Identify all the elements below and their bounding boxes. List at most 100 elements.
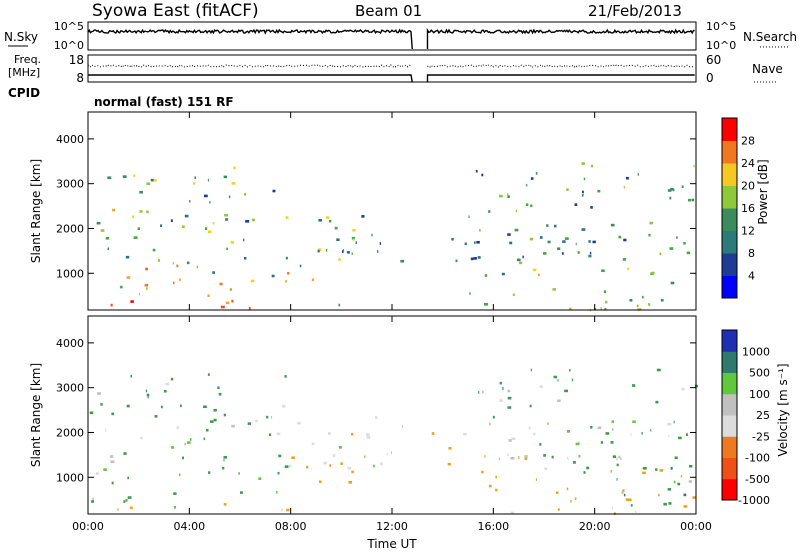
range-cell [133,174,136,177]
range-cell [610,470,613,473]
beam-title: Beam 01 [355,2,422,20]
range-cell [320,480,322,484]
range-cell [110,303,113,307]
range-cell [150,178,155,182]
range-cell [361,215,365,218]
range-cell [601,269,605,273]
range-cell [535,478,537,481]
range-cell [547,422,549,425]
range-cell [686,251,691,255]
cpid-label: CPID [8,86,40,100]
nave-label: Nave [752,62,783,76]
range-cell [650,428,652,432]
range-cell [217,386,220,390]
range-cell [146,287,148,290]
range-cell [325,216,330,219]
range-cell [562,252,564,255]
range-cell [451,237,454,241]
range-cell [667,422,672,426]
range-cell [323,461,327,465]
range-cell [621,491,624,495]
y-tick-label: 2000 [56,222,84,235]
range-cell [669,247,674,250]
range-cell [120,285,123,289]
range-cell [557,399,561,403]
range-cell [100,229,105,232]
x-tick-label: 00:00 [680,520,712,533]
range-cell [184,442,187,446]
range-cell [231,182,236,185]
range-cell [623,185,625,189]
range-cell [334,226,338,230]
range-cell [592,240,596,244]
range-cell [276,432,281,436]
range-cell [144,283,149,287]
range-cell [130,374,133,378]
range-cell [244,192,247,196]
range-cell [524,457,528,460]
range-cell [172,261,174,265]
range-cell [642,466,647,470]
range-cell [674,456,678,460]
velocity-ylabel: Slant Range [km] [29,363,43,467]
range-cell [338,303,341,307]
colorbar-tick-label: 20 [741,180,755,193]
range-cell [207,373,210,376]
range-cell [225,301,230,305]
y-tick-label: 1000 [56,267,84,280]
range-cell [507,453,509,457]
range-cell [107,176,112,180]
noise-tick-bottom-right: 10^0 [706,39,736,52]
range-cell [610,223,615,227]
range-cell [622,489,625,492]
x-tick-label: 12:00 [376,520,408,533]
range-cell [677,482,681,486]
colorbar-swatch [722,436,737,458]
range-cell [172,281,175,285]
date-title: 21/Feb/2013 [588,2,682,20]
range-cell [583,471,586,474]
range-cell [209,420,214,423]
range-cell [566,487,569,491]
colorbar-frame [721,117,738,299]
range-cell [528,426,531,430]
range-cell [484,455,486,458]
range-cell [688,480,692,483]
range-cell [512,293,515,297]
velocity-yticks: 1000 2000 3000 4000 [56,337,696,484]
range-cell [207,230,212,233]
range-cell [464,242,467,246]
range-cell [564,237,569,240]
range-cell [109,455,114,458]
range-cell [569,368,571,372]
range-cell [582,193,584,197]
range-cell [479,228,481,232]
range-cell [286,508,290,512]
range-cell [129,506,133,510]
range-cell [659,469,664,472]
range-cell [668,434,670,438]
range-cell [630,433,632,436]
range-cell [281,508,283,512]
range-cell [218,392,222,396]
range-cell [543,252,547,255]
range-cell [243,256,247,260]
range-cell [484,302,488,306]
range-cell [193,182,195,185]
colorbar-swatch [722,208,737,231]
range-cell [655,468,658,471]
range-cell [590,206,593,209]
range-cell [578,454,581,458]
range-cell [240,491,243,494]
range-cell [668,502,672,505]
colorbar-swatch [722,330,737,352]
range-cell [206,428,209,432]
colorbar-tick-label: -100 [745,452,770,465]
range-cell [165,382,170,386]
range-cell [680,475,683,478]
range-cell [140,436,143,440]
nsearch-label: N.Search [743,30,797,44]
x-tick-label: 00:00 [72,520,104,533]
freq-tick-bottom: 8 [76,71,84,85]
range-cell [533,432,536,436]
